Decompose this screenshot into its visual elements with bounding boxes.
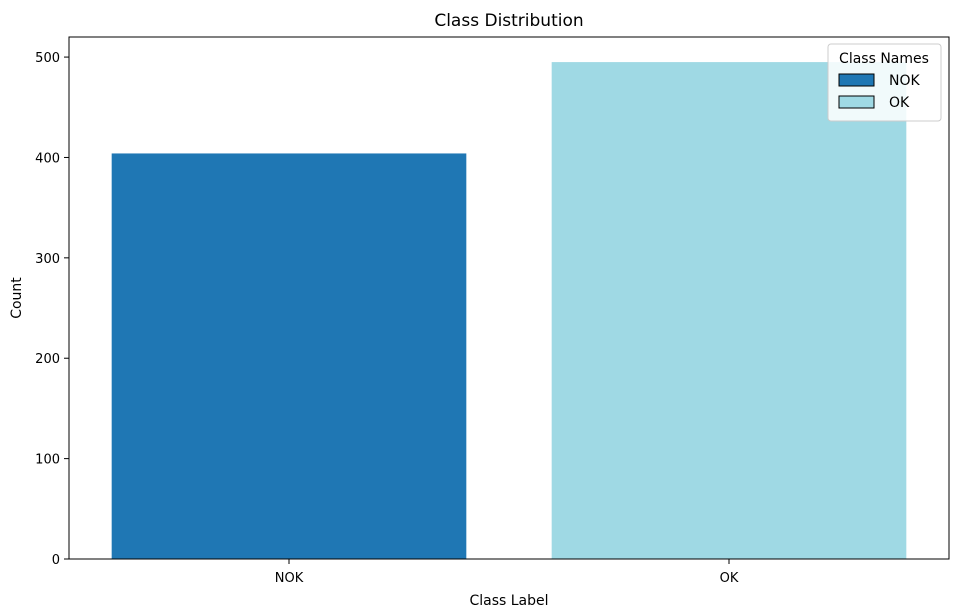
legend: Class Names NOK OK — [827, 43, 942, 122]
x-tick-label: NOK — [275, 571, 304, 586]
bar-ok — [551, 62, 907, 559]
x-tick-label: OK — [720, 571, 739, 586]
plot-frame — [68, 36, 950, 560]
bars — [111, 62, 907, 559]
y-axis-label: Count — [9, 277, 25, 319]
x-axis-label: Class Label — [469, 593, 548, 609]
y-tick-label: 100 — [35, 453, 60, 468]
legend-swatch-nok — [838, 73, 875, 87]
y-tick-label: 200 — [35, 352, 60, 367]
y-tick-label: 500 — [35, 51, 60, 66]
y-tick-label: 0 — [52, 553, 60, 568]
legend-entries: NOK OK — [838, 73, 920, 111]
legend-label-ok: OK — [889, 95, 910, 111]
legend-label-nok: NOK — [889, 73, 920, 89]
bar-nok — [111, 153, 467, 559]
x-axis-ticks: NOK OK — [275, 559, 739, 586]
legend-title: Class Names — [839, 51, 929, 67]
y-tick-label: 300 — [35, 252, 60, 267]
legend-swatch-ok — [838, 95, 875, 109]
y-tick-label: 400 — [35, 151, 60, 166]
chart-title: Class Distribution — [434, 11, 583, 31]
y-axis-ticks: 0 100 200 300 400 500 — [35, 51, 69, 568]
